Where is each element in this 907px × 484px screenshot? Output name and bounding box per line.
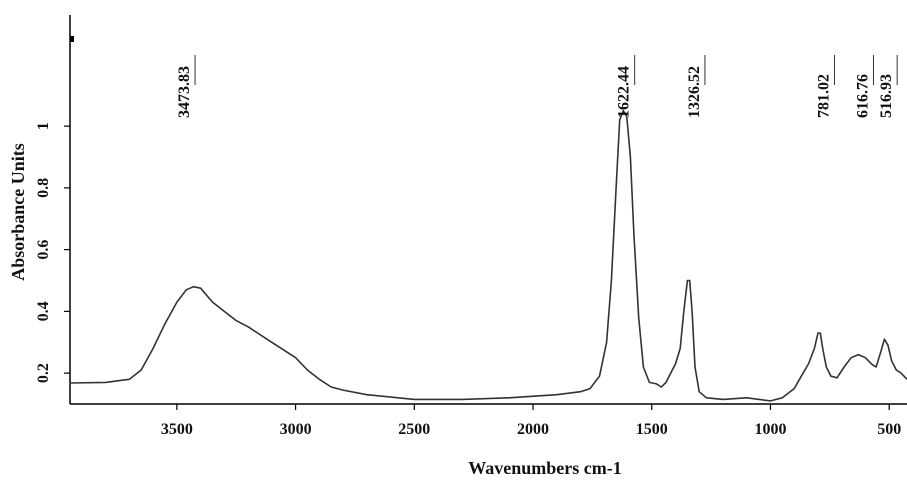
x-tick-label: 1500 [636, 421, 668, 438]
y-axis-title: Absorbance Units [8, 143, 28, 281]
x-tick-label: 3000 [280, 421, 312, 438]
y-tick-label: 0.8 [35, 178, 52, 198]
y-tick-label: 0.2 [35, 363, 52, 383]
y-tick-label: 1 [35, 122, 52, 130]
y-tick-label: 0.6 [35, 240, 52, 260]
peak-label: 1326.52 [686, 66, 703, 118]
x-tick-label: 2500 [398, 421, 430, 438]
peak-label: 516.93 [878, 74, 895, 118]
x-tick-label: 1000 [754, 421, 786, 438]
peak-label: 1622.44 [616, 66, 633, 118]
axis-marker [70, 36, 74, 42]
peak-label: 781.02 [815, 74, 832, 118]
x-axis-title: Wavenumbers cm-1 [468, 458, 621, 478]
y-tick-label: 0.4 [35, 301, 52, 321]
x-tick-label: 500 [877, 421, 901, 438]
peak-label: 616.76 [854, 74, 871, 118]
spectrum-line [69, 109, 907, 402]
peak-label: 3473.83 [176, 66, 193, 118]
x-tick-label: 2000 [517, 421, 549, 438]
x-tick-label: 3500 [161, 421, 193, 438]
